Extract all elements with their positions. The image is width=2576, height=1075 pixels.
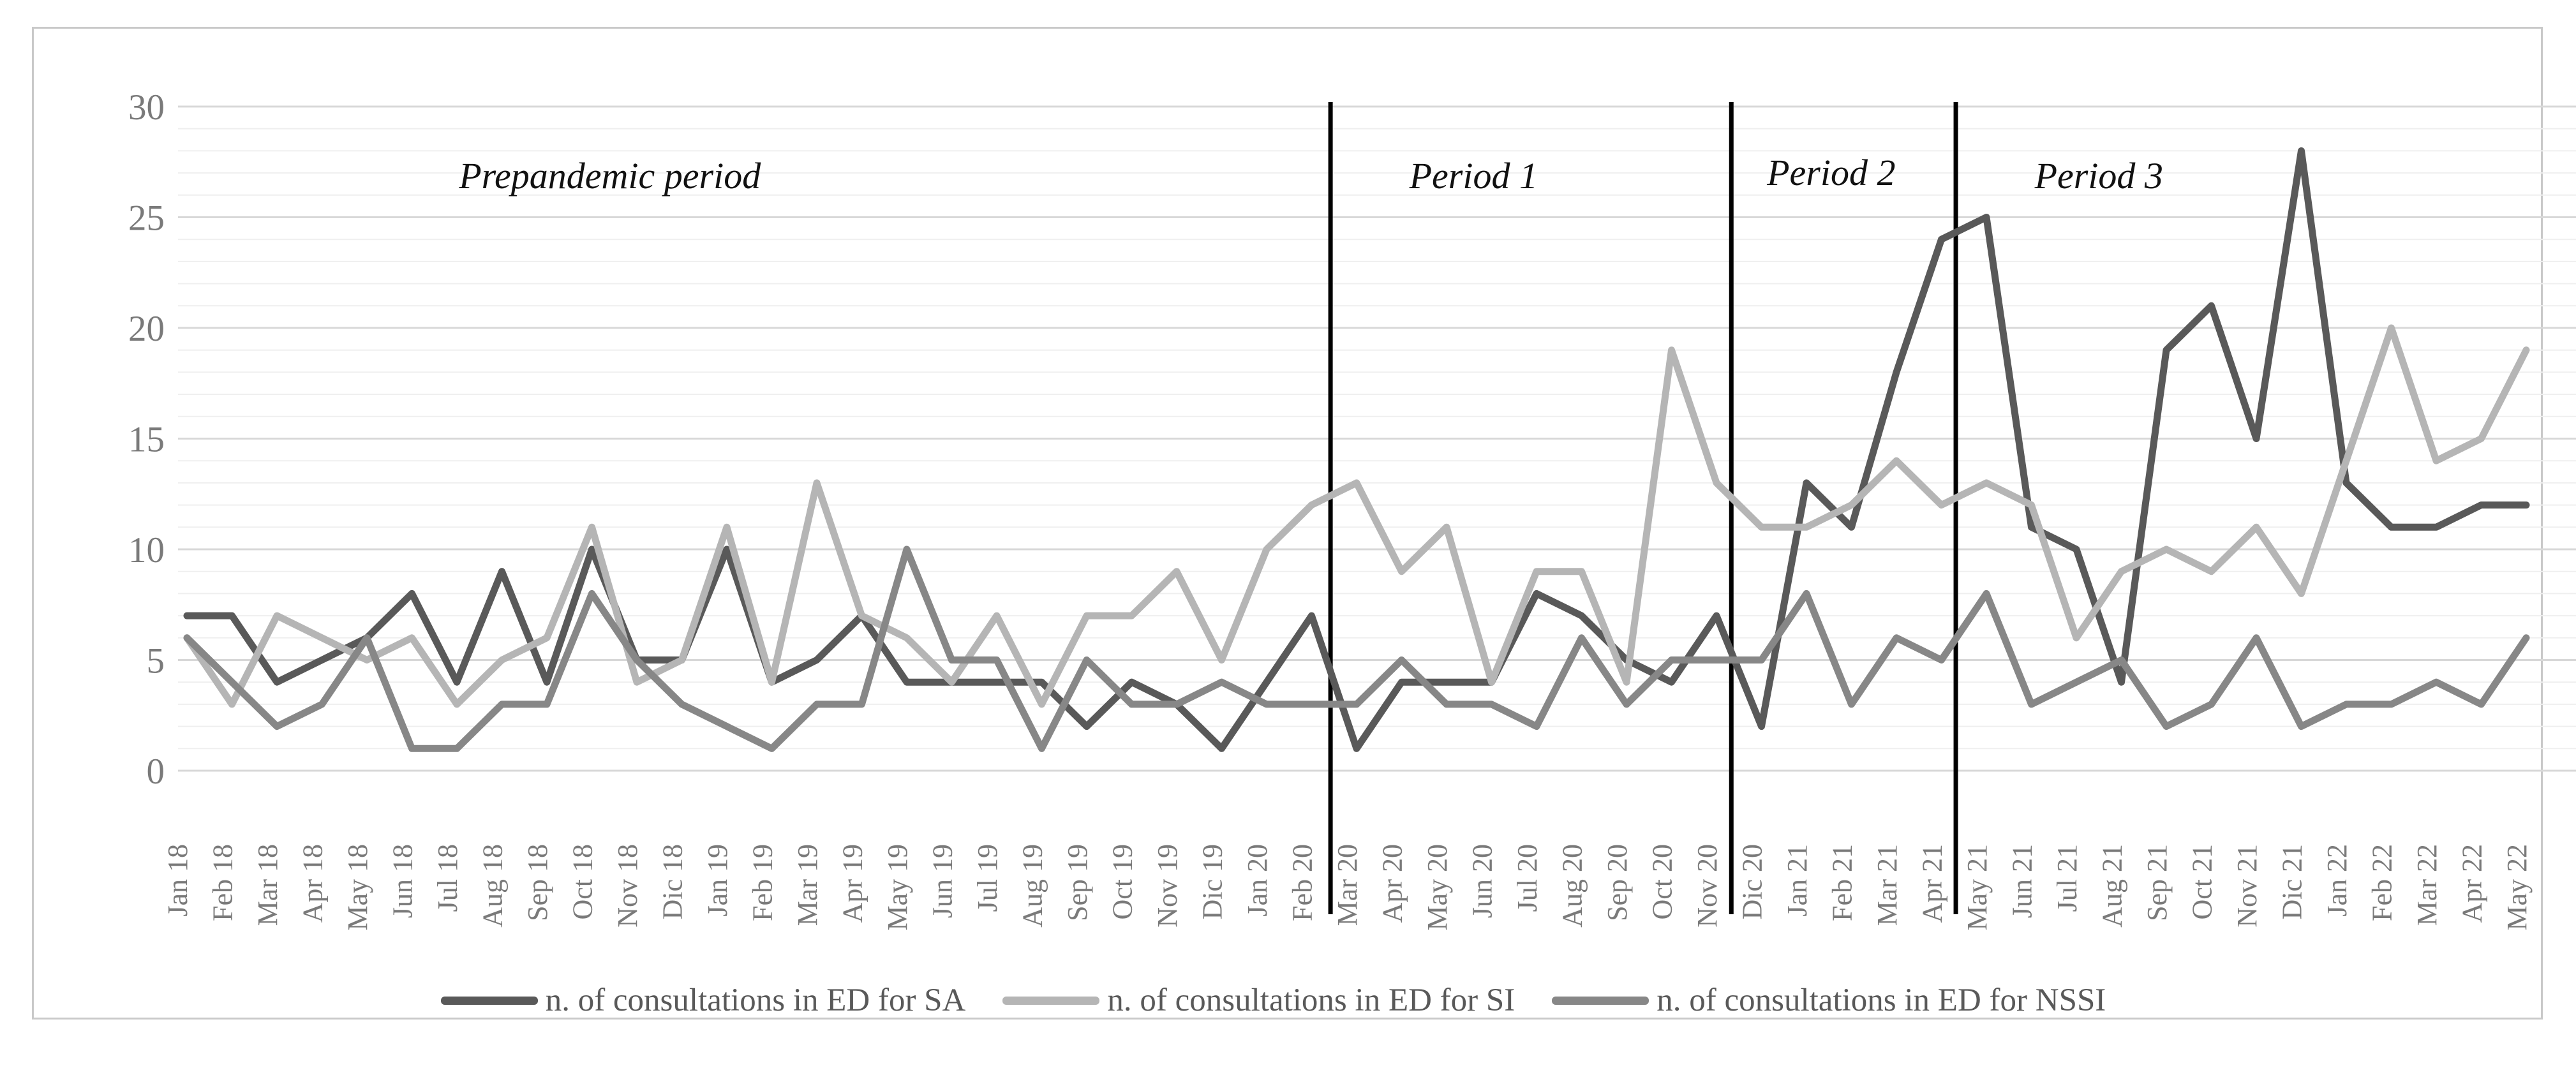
y-tick-label: 10 xyxy=(128,530,165,570)
legend-item-si: n. of consultations in ED for SI xyxy=(1002,982,1515,1019)
x-tick-label: May 20 xyxy=(1422,844,1453,931)
x-tick-label: Jul 18 xyxy=(432,844,463,912)
chart-figure: 0 5 10 15 20 25 30 Jan 18 Feb 18 Mar 18 Apr 18 May … xyxy=(32,27,2576,1019)
legend-label-si: n. of consultations in ED for SI xyxy=(1107,982,1515,1018)
x-tick-label: Mar 21 xyxy=(1872,844,1903,926)
period-label: Period 2 xyxy=(1766,152,1895,193)
x-tick-label: Dic 20 xyxy=(1737,844,1768,920)
x-tick-label: Aug 21 xyxy=(2097,844,2128,928)
x-tick-label: Jan 21 xyxy=(1782,844,1813,917)
y-tick-label: 15 xyxy=(128,420,165,460)
x-tick-label: Mar 20 xyxy=(1332,844,1363,926)
x-tick-label: May 19 xyxy=(882,844,913,931)
gridlines xyxy=(178,105,2576,772)
x-tick-label: Aug 19 xyxy=(1017,844,1048,928)
x-tick-label: Jan 22 xyxy=(2321,844,2353,917)
x-tick-label: May 18 xyxy=(342,844,373,931)
x-tick-label: Sep 18 xyxy=(522,844,553,921)
legend-item-sa: n. of consultations in ED for SA xyxy=(440,982,966,1019)
legend-label-nssi: n. of consultations in ED for NSSI xyxy=(1657,982,2106,1018)
y-tick-label: 30 xyxy=(128,87,165,128)
si-line-legend-marker-icon xyxy=(1002,996,1100,1005)
x-tick-label: Nov 21 xyxy=(2231,844,2263,928)
legend-label-sa: n. of consultations in ED for SA xyxy=(545,982,966,1018)
x-tick-label: Apr 18 xyxy=(297,844,329,923)
x-tick-label: Nov 20 xyxy=(1692,844,1723,928)
x-tick-label: Aug 20 xyxy=(1557,844,1588,928)
x-tick-label: Jan 20 xyxy=(1242,844,1273,917)
y-tick-label: 20 xyxy=(128,309,165,349)
x-tick-label: Feb 21 xyxy=(1827,844,1858,921)
x-tick-label: Jul 20 xyxy=(1512,844,1543,912)
x-tick-label: Dic 19 xyxy=(1197,844,1228,920)
x-tick-label: May 21 xyxy=(1962,844,1993,931)
legend-item-nssi: n. of consultations in ED for NSSI xyxy=(1552,982,2106,1019)
y-tick-label: 5 xyxy=(147,641,165,681)
x-tick-label: Jun 19 xyxy=(927,844,958,918)
x-tick-label: May 22 xyxy=(2501,844,2533,931)
x-tick-label: Nov 19 xyxy=(1152,844,1183,928)
x-tick-label: Dic 21 xyxy=(2277,844,2308,920)
x-tick-label: Jul 21 xyxy=(2051,844,2083,912)
x-tick-label: Mar 19 xyxy=(792,844,823,926)
x-tick-label: Jun 18 xyxy=(387,844,419,918)
x-tick-label: Oct 19 xyxy=(1107,844,1138,920)
y-tick-label: 25 xyxy=(128,198,165,239)
series-line-nssi xyxy=(183,545,2530,752)
nssi-line-legend-marker-icon xyxy=(1552,996,1649,1005)
x-tick-label: Oct 18 xyxy=(567,844,599,920)
x-tick-label: Oct 21 xyxy=(2187,844,2218,920)
x-tick-label: Jul 19 xyxy=(972,844,1003,912)
x-tick-label: Sep 20 xyxy=(1602,844,1633,921)
series-line-sa xyxy=(183,147,2530,752)
x-tick-label: Jun 20 xyxy=(1467,844,1498,918)
x-tick-label: Feb 19 xyxy=(747,844,778,921)
x-tick-label: Dic 18 xyxy=(657,844,689,920)
x-tick-label: Aug 18 xyxy=(477,844,509,928)
x-tick-label: Jan 18 xyxy=(162,844,193,917)
x-axis-labels: Jan 18 Feb 18 Mar 18 Apr 18 May 18 Jun 18 Jul … xyxy=(162,844,2533,931)
period-label: Period 1 xyxy=(1409,155,1538,196)
x-tick-label: Apr 19 xyxy=(837,844,868,923)
x-tick-label: Nov 18 xyxy=(612,844,643,928)
x-tick-label: Oct 20 xyxy=(1647,844,1678,920)
x-tick-label: Jun 21 xyxy=(2007,844,2038,918)
x-tick-label: Sep 21 xyxy=(2141,844,2173,921)
x-tick-label: Mar 18 xyxy=(252,844,283,926)
x-tick-label: Jan 19 xyxy=(702,844,733,917)
period-label: Prepandemic period xyxy=(458,155,761,196)
x-tick-label: Apr 20 xyxy=(1377,844,1408,923)
line-chart: 0 5 10 15 20 25 30 Jan 18 Feb 18 Mar 18 Apr 18 May … xyxy=(128,87,2576,931)
period-label: Period 3 xyxy=(2034,155,2163,196)
x-tick-label: Feb 22 xyxy=(2367,844,2398,921)
y-tick-label: 0 xyxy=(147,752,165,792)
sa-line-legend-marker-icon xyxy=(440,996,538,1005)
y-axis-labels: 0 5 10 15 20 25 30 xyxy=(128,87,165,792)
x-tick-label: Mar 22 xyxy=(2411,844,2443,926)
x-tick-label: Apr 22 xyxy=(2457,844,2488,923)
x-tick-label: Feb 18 xyxy=(207,844,239,921)
x-tick-label: Apr 21 xyxy=(1917,844,1948,923)
series-line-si xyxy=(183,324,2530,708)
x-tick-label: Sep 19 xyxy=(1062,844,1093,921)
x-tick-label: Feb 20 xyxy=(1287,844,1318,921)
chart-legend: n. of consultations in ED for SA n. of c… xyxy=(34,972,2541,1029)
